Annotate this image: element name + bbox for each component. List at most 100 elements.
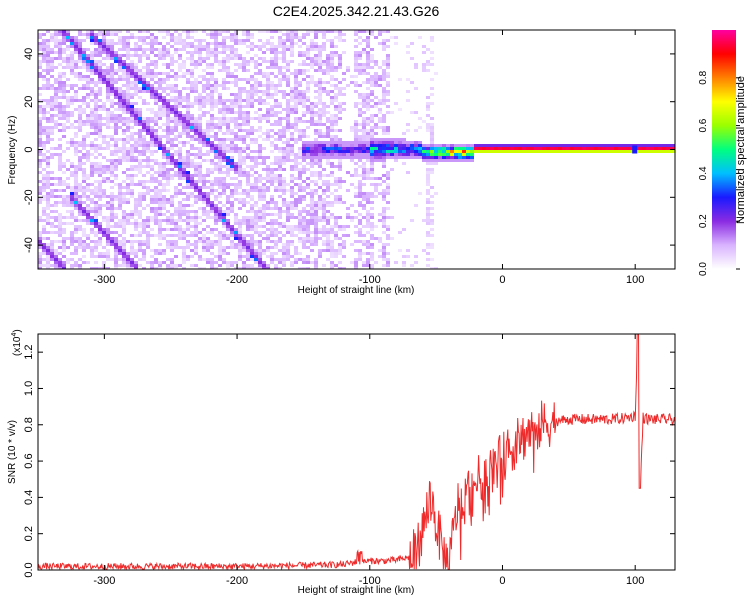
heatmap-cell bbox=[238, 240, 242, 243]
heatmap-cell bbox=[434, 267, 438, 269]
heatmap-cell bbox=[146, 48, 150, 51]
heatmap-cell bbox=[314, 225, 318, 228]
heatmap-cell bbox=[426, 183, 430, 186]
heatmap-cell bbox=[334, 135, 338, 138]
heatmap-cell bbox=[214, 99, 218, 102]
heatmap-cell bbox=[178, 264, 182, 267]
heatmap-cell bbox=[354, 54, 358, 57]
heatmap-cell bbox=[154, 216, 158, 219]
heatmap-cell bbox=[186, 228, 190, 231]
heatmap-cell bbox=[602, 147, 606, 150]
heatmap-cell bbox=[430, 267, 434, 269]
heatmap-cell bbox=[98, 69, 102, 72]
heatmap-cell bbox=[330, 147, 334, 150]
heatmap-cell bbox=[386, 129, 390, 132]
heatmap-cell bbox=[126, 126, 130, 129]
heatmap-cell bbox=[150, 198, 154, 201]
heatmap-cell bbox=[314, 144, 318, 147]
heatmap-cell bbox=[258, 126, 262, 129]
heatmap-cell bbox=[230, 120, 234, 123]
heatmap-cell bbox=[182, 141, 186, 144]
heatmap-cell bbox=[374, 153, 378, 156]
heatmap-cell bbox=[362, 117, 366, 120]
heatmap-cell bbox=[266, 240, 270, 243]
heatmap-cell bbox=[322, 111, 326, 114]
heatmap-cell bbox=[558, 144, 562, 147]
heatmap-cell bbox=[162, 186, 166, 189]
heatmap-cell bbox=[226, 123, 230, 126]
heatmap-cell bbox=[146, 126, 150, 129]
heatmap-cell bbox=[122, 156, 126, 159]
heatmap-cell bbox=[294, 129, 298, 132]
heatmap-cell bbox=[282, 60, 286, 63]
heatmap-cell bbox=[226, 261, 230, 264]
heatmap-cell bbox=[222, 120, 226, 123]
heatmap-cell bbox=[306, 51, 310, 54]
heatmap-cell bbox=[142, 42, 146, 45]
heatmap-cell bbox=[414, 111, 418, 114]
heatmap-cell bbox=[290, 186, 294, 189]
heatmap-cell bbox=[362, 111, 366, 114]
x-tick-label: 0 bbox=[499, 575, 505, 587]
heatmap-cell bbox=[294, 258, 298, 261]
heatmap-cell bbox=[82, 78, 86, 81]
heatmap-cell bbox=[302, 63, 306, 66]
heatmap-cell bbox=[110, 186, 114, 189]
heatmap-cell bbox=[430, 195, 434, 198]
heatmap-cell bbox=[202, 90, 206, 93]
heatmap-cell bbox=[150, 138, 154, 141]
heatmap-cell bbox=[226, 267, 230, 269]
heatmap-cell bbox=[282, 159, 286, 162]
heatmap-cell bbox=[258, 243, 262, 246]
heatmap-cell bbox=[82, 192, 86, 195]
heatmap-cell bbox=[370, 141, 374, 144]
heatmap-cell bbox=[286, 81, 290, 84]
heatmap-cell bbox=[250, 84, 254, 87]
heatmap-cell bbox=[282, 189, 286, 192]
heatmap-cell bbox=[290, 153, 294, 156]
heatmap-cell bbox=[606, 144, 610, 147]
heatmap-cell bbox=[262, 99, 266, 102]
heatmap-cell bbox=[338, 225, 342, 228]
heatmap-cell bbox=[330, 90, 334, 93]
heatmap-cell bbox=[102, 246, 106, 249]
heatmap-cell bbox=[426, 216, 430, 219]
heatmap-cell bbox=[670, 150, 674, 153]
heatmap-cell bbox=[366, 216, 370, 219]
heatmap-cell bbox=[250, 225, 254, 228]
heatmap-cell bbox=[246, 225, 250, 228]
heatmap-cell bbox=[194, 180, 198, 183]
heatmap-cell bbox=[250, 189, 254, 192]
heatmap-cell bbox=[562, 144, 566, 147]
heatmap-cell bbox=[338, 36, 342, 39]
heatmap-cell bbox=[154, 171, 158, 174]
heatmap-cell bbox=[210, 162, 214, 165]
heatmap-cell bbox=[46, 216, 50, 219]
heatmap-cell bbox=[50, 60, 54, 63]
heatmap-cell bbox=[102, 69, 106, 72]
heatmap-cell bbox=[326, 81, 330, 84]
heatmap-cell bbox=[270, 168, 274, 171]
heatmap-cell bbox=[146, 42, 150, 45]
heatmap-cell bbox=[298, 228, 302, 231]
heatmap-cell bbox=[310, 123, 314, 126]
heatmap-cell bbox=[190, 45, 194, 48]
heatmap-cell bbox=[178, 246, 182, 249]
heatmap-cell bbox=[46, 39, 50, 42]
heatmap-cell bbox=[190, 117, 194, 120]
heatmap-cell bbox=[110, 204, 114, 207]
heatmap-cell bbox=[174, 42, 178, 45]
heatmap-cell bbox=[82, 231, 86, 234]
heatmap-cell bbox=[310, 66, 314, 69]
heatmap-cell bbox=[78, 114, 82, 117]
heatmap-cell bbox=[278, 189, 282, 192]
heatmap-cell bbox=[350, 156, 354, 159]
heatmap-cell bbox=[202, 60, 206, 63]
heatmap-cell bbox=[86, 30, 90, 33]
heatmap-cell bbox=[310, 213, 314, 216]
heatmap-cell bbox=[278, 231, 282, 234]
heatmap-cell bbox=[358, 144, 362, 147]
heatmap-cell bbox=[282, 93, 286, 96]
heatmap-cell bbox=[182, 162, 186, 165]
heatmap-cell bbox=[210, 216, 214, 219]
